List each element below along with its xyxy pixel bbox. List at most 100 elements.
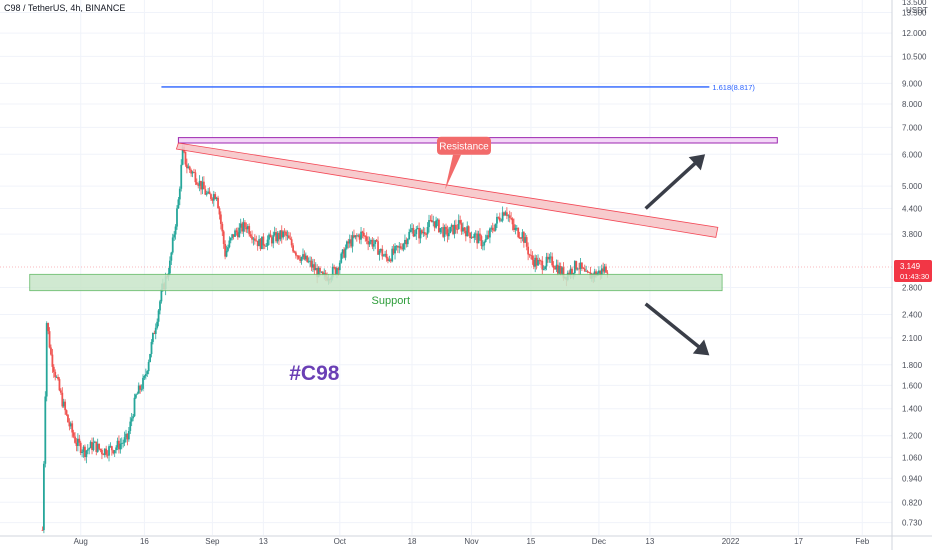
candle-body bbox=[93, 441, 96, 443]
candle-body bbox=[537, 259, 539, 266]
time-tick-label: 17 bbox=[794, 537, 803, 546]
candle-body bbox=[52, 366, 55, 372]
candle-body bbox=[379, 248, 382, 251]
time-tick-label: 13 bbox=[645, 537, 654, 546]
candle-body bbox=[517, 227, 520, 238]
candle-body bbox=[188, 166, 191, 171]
candle-body bbox=[406, 239, 409, 245]
candle-body bbox=[573, 261, 576, 274]
fib-extension-label: 1.618(8.817) bbox=[712, 83, 755, 92]
candle-body bbox=[59, 390, 62, 393]
candle-body bbox=[258, 239, 261, 247]
candle-body bbox=[521, 232, 524, 239]
candle-body bbox=[248, 226, 251, 235]
candle-body bbox=[132, 416, 134, 419]
candle-body bbox=[61, 392, 64, 407]
candle-body bbox=[314, 268, 317, 271]
candle-body bbox=[205, 193, 208, 195]
candle-body bbox=[65, 410, 68, 415]
price-tick-label: 12.000 bbox=[902, 29, 927, 38]
candle-body bbox=[598, 270, 600, 274]
candle-body bbox=[344, 248, 347, 258]
candle-body bbox=[603, 266, 606, 272]
candle-body bbox=[483, 242, 486, 246]
candle-body bbox=[392, 248, 395, 254]
candle-body bbox=[384, 253, 387, 256]
candle-body bbox=[146, 371, 149, 374]
candle-body bbox=[481, 245, 484, 247]
candle-body bbox=[181, 146, 184, 165]
candle-body bbox=[333, 266, 336, 268]
resistance-callout-box bbox=[436, 136, 491, 155]
candle-body bbox=[195, 182, 198, 185]
candle-body bbox=[396, 245, 399, 248]
candle-body bbox=[357, 235, 360, 237]
candle-body bbox=[561, 267, 564, 274]
candle-body bbox=[317, 267, 320, 278]
candle-body bbox=[239, 223, 242, 228]
candle-body bbox=[152, 333, 154, 342]
candle-body bbox=[447, 233, 450, 237]
candle-body bbox=[302, 254, 304, 258]
candle-body bbox=[92, 442, 95, 450]
candle-body bbox=[531, 255, 534, 260]
candle-body bbox=[532, 259, 535, 267]
candle-body bbox=[343, 249, 345, 258]
candle-body bbox=[64, 401, 67, 411]
candle-body bbox=[89, 441, 92, 449]
price-tick-label: 7.000 bbox=[902, 123, 923, 132]
candle-body bbox=[500, 220, 503, 222]
candle-body bbox=[511, 218, 514, 225]
candle-body bbox=[272, 235, 275, 244]
candle-body bbox=[542, 269, 545, 270]
candle-body bbox=[177, 199, 180, 209]
candle-body bbox=[402, 244, 405, 250]
candle-body bbox=[235, 230, 238, 233]
candle-body bbox=[47, 323, 50, 332]
candle-body bbox=[88, 448, 91, 450]
candle-body bbox=[496, 216, 498, 224]
candle-body bbox=[460, 223, 463, 232]
candle-body bbox=[353, 235, 355, 238]
candle-body bbox=[211, 198, 214, 201]
candle-body bbox=[535, 257, 538, 266]
price-tick-label: 10.500 bbox=[902, 52, 927, 61]
candle-body bbox=[399, 246, 402, 249]
candle-body bbox=[82, 446, 85, 452]
price-tag-value: 3.149 bbox=[900, 262, 921, 271]
candle-body bbox=[365, 236, 368, 241]
candle-body bbox=[457, 220, 460, 230]
candle-body bbox=[143, 376, 146, 378]
arrow-down-icon bbox=[644, 302, 710, 356]
candle-body bbox=[569, 268, 572, 275]
price-tick-label: 1.400 bbox=[902, 405, 923, 414]
candle-body bbox=[149, 353, 151, 363]
candle-body bbox=[300, 257, 303, 261]
time-tick-label: 16 bbox=[140, 537, 149, 546]
candle-body bbox=[334, 267, 337, 275]
candle-body bbox=[249, 234, 252, 237]
candle-body bbox=[295, 252, 297, 256]
candle-body bbox=[464, 230, 467, 237]
annotations: 1.618(8.817) Resistance Support #C98 bbox=[0, 83, 892, 385]
candle-body bbox=[112, 450, 115, 454]
time-tick-label: 13 bbox=[259, 537, 268, 546]
candle-body bbox=[518, 237, 521, 239]
candle-body bbox=[113, 450, 116, 454]
candle-body bbox=[110, 446, 113, 451]
candle-body bbox=[157, 310, 160, 322]
candle-body bbox=[418, 228, 420, 239]
candle-body bbox=[503, 212, 505, 216]
candle-body bbox=[421, 230, 423, 234]
candle-body bbox=[252, 238, 255, 240]
candle-body bbox=[238, 227, 241, 238]
candle-body bbox=[345, 241, 348, 249]
candle-body bbox=[270, 237, 273, 244]
candle-body bbox=[449, 226, 452, 234]
price-tick-label-top: 13.500 bbox=[902, 0, 927, 7]
candle-body bbox=[297, 255, 300, 259]
candle-body bbox=[456, 229, 459, 230]
candle-body bbox=[160, 289, 163, 302]
candle-body bbox=[476, 233, 479, 244]
